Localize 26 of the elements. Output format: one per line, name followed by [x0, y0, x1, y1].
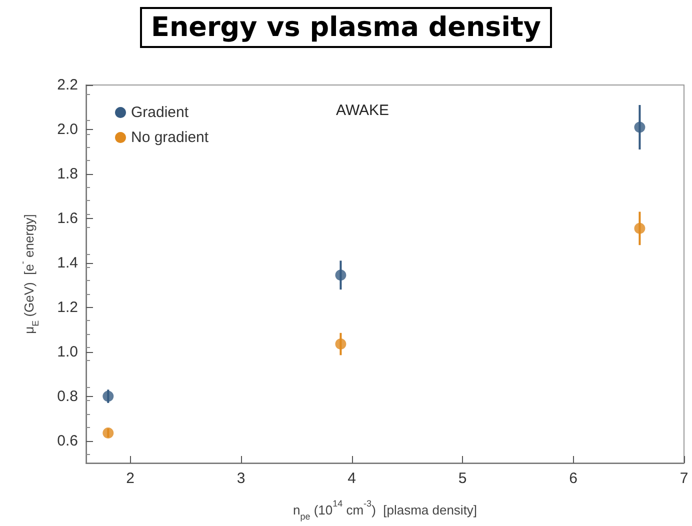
- y-tick-label: 0.6: [57, 432, 78, 450]
- y-axis-title: μE (GeV) [e- energy]: [18, 214, 40, 334]
- y-tick-label: 0.8: [57, 388, 78, 405]
- x-tick-label: 3: [236, 470, 246, 487]
- point: [634, 122, 646, 133]
- y-tick-label: 1.8: [57, 165, 78, 182]
- point: [335, 338, 346, 350]
- chart-title: Energy vs plasma density: [150, 12, 542, 43]
- point: [335, 270, 346, 281]
- x-tick-label: 7: [680, 470, 688, 487]
- legend-label: No gradient: [131, 129, 210, 146]
- x-tick-label: 4: [348, 470, 356, 487]
- annotation: AWAKE: [336, 102, 390, 119]
- y-tick-label: 1.2: [57, 298, 78, 316]
- y-tick-label: 1.4: [57, 254, 78, 272]
- x-tick-label: 5: [458, 470, 467, 487]
- y-tick-label: 1.0: [57, 343, 78, 360]
- point: [102, 390, 114, 402]
- y-tick-label: 2.0: [57, 120, 78, 138]
- point: [634, 222, 646, 234]
- legend-label: Gradient: [131, 104, 190, 121]
- x-tick-label: 6: [569, 470, 578, 487]
- y-tick-label: 2.2: [57, 76, 78, 94]
- x-tick-label: 2: [126, 470, 134, 487]
- y-tick-label: 1.6: [57, 210, 78, 227]
- point: [102, 427, 114, 438]
